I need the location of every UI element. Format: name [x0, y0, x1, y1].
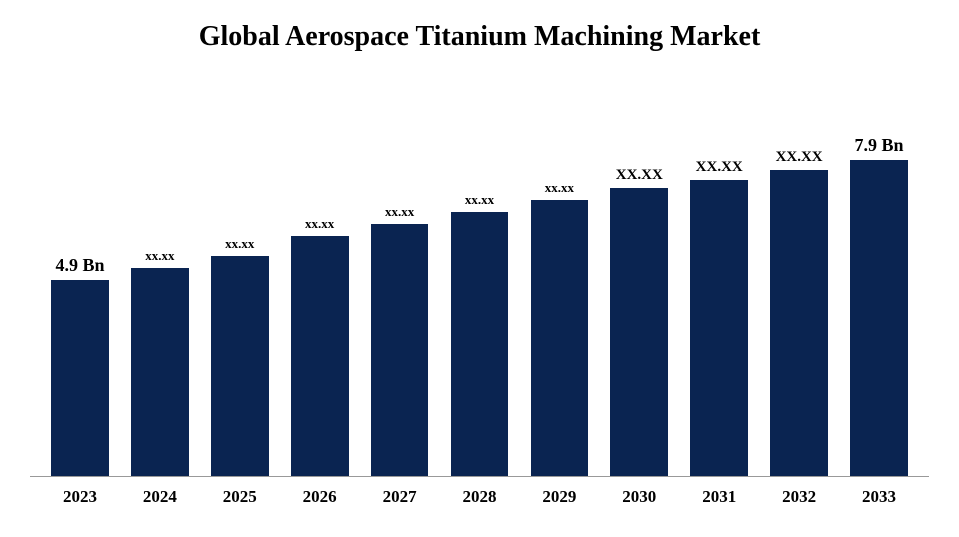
- chart-container: Global Aerospace Titanium Machining Mark…: [0, 0, 959, 537]
- x-axis-label: 2031: [685, 487, 753, 507]
- bar-group: XX.XX: [605, 89, 673, 476]
- bar-value-label: 4.9 Bn: [55, 255, 104, 276]
- x-axis-label: 2030: [605, 487, 673, 507]
- x-axis-label: 2027: [366, 487, 434, 507]
- bar: [690, 180, 748, 476]
- x-axis: 2023 2024 2025 2026 2027 2028 2029 2030 2031 2032…: [30, 477, 929, 507]
- chart-title: Global Aerospace Titanium Machining Mark…: [30, 20, 929, 54]
- bar-value-label: xx.xx: [465, 192, 494, 208]
- x-axis-label: 2028: [446, 487, 514, 507]
- bar-group: xx.xx: [206, 89, 274, 476]
- bar: [850, 160, 908, 476]
- x-axis-label: 2026: [286, 487, 354, 507]
- bar-group: xx.xx: [366, 89, 434, 476]
- bar-value-label: XX.XX: [616, 167, 663, 184]
- plot-area: 4.9 Bn xx.xx xx.xx xx.xx xx.xx xx.xx xx.xx XX.X…: [30, 89, 929, 477]
- bar-group: 7.9 Bn: [845, 89, 913, 476]
- x-axis-label: 2025: [206, 487, 274, 507]
- bar: [770, 170, 828, 476]
- bar-value-label: XX.XX: [776, 149, 823, 166]
- bar-value-label: 7.9 Bn: [855, 135, 904, 156]
- bar: [371, 224, 429, 476]
- bar-value-label: xx.xx: [305, 216, 334, 232]
- bar-group: 4.9 Bn: [46, 89, 114, 476]
- bar-group: xx.xx: [286, 89, 354, 476]
- bar-group: xx.xx: [446, 89, 514, 476]
- x-axis-label: 2023: [46, 487, 114, 507]
- bar-value-label: xx.xx: [145, 248, 174, 264]
- bar: [451, 212, 509, 476]
- bar-value-label: xx.xx: [225, 236, 254, 252]
- bar: [291, 236, 349, 476]
- bar-group: xx.xx: [525, 89, 593, 476]
- bar: [531, 200, 589, 476]
- x-axis-label: 2033: [845, 487, 913, 507]
- bar-value-label: xx.xx: [385, 204, 414, 220]
- bar-group: xx.xx: [126, 89, 194, 476]
- x-axis-label: 2029: [525, 487, 593, 507]
- bar: [131, 268, 189, 476]
- bar-value-label: XX.XX: [696, 159, 743, 176]
- bar-group: XX.XX: [765, 89, 833, 476]
- x-axis-label: 2024: [126, 487, 194, 507]
- bar-value-label: xx.xx: [545, 180, 574, 196]
- bar-group: XX.XX: [685, 89, 753, 476]
- bar: [211, 256, 269, 476]
- bar: [610, 188, 668, 476]
- bar: [51, 280, 109, 476]
- x-axis-label: 2032: [765, 487, 833, 507]
